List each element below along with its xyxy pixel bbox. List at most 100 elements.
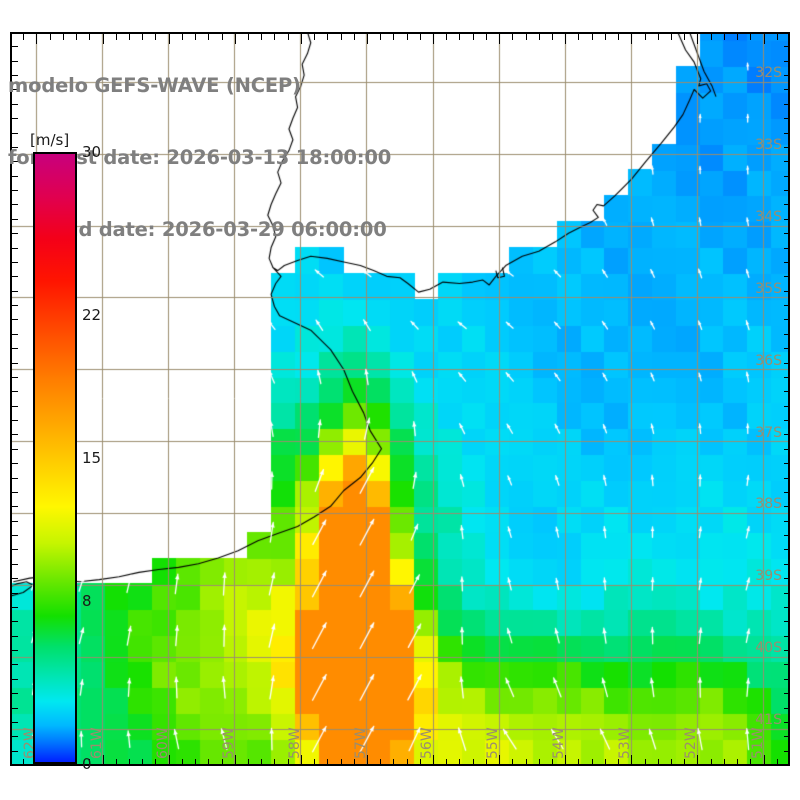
axis-tick [12,333,18,335]
axis-tick [12,319,18,321]
latitude-label: 33S [755,137,782,154]
axis-tick [565,755,567,765]
axis-tick [784,606,790,608]
axis-tick [12,362,18,364]
axis-tick [472,34,474,40]
axis-tick [784,362,790,364]
axis-tick [784,46,790,48]
axis-tick [12,650,18,652]
axis-tick [784,477,790,479]
axis-tick [525,34,527,40]
axis-tick [591,34,593,40]
axis-tick [525,759,527,765]
axis-tick [142,759,144,765]
axis-tick [710,759,712,765]
axis-tick [12,506,18,508]
axis-tick [406,34,408,40]
longitude-label: 61W [88,727,105,759]
colorbar-tick-label: 8 [82,591,92,610]
axis-tick [446,34,448,40]
axis-tick [380,759,382,765]
axis-tick [697,755,699,765]
axis-tick [12,190,18,192]
colorbar-tick-label: 22 [82,306,102,325]
axis-tick [12,60,18,62]
axis-tick [12,463,18,465]
axis-tick [274,34,276,40]
axis-tick [12,75,18,77]
axis-ticks-right [784,32,799,766]
axis-tick [737,34,739,40]
axis-tick [12,664,18,666]
axis-tick [618,759,620,765]
axis-tick [784,218,790,220]
axis-tick [353,34,355,40]
axis-tick [261,759,263,765]
axis-tick [393,34,395,40]
axis-tick [12,578,18,580]
axis-tick [671,34,673,40]
axis-tick [671,759,673,765]
axis-tick [12,348,18,350]
axis-tick [287,34,289,40]
axis-tick [784,290,790,292]
axis-tick [12,765,18,766]
axis-tick [784,463,790,465]
axis-tick [327,34,329,40]
axis-tick [538,759,540,765]
axis-tick [12,491,18,493]
longitude-label: 55W [485,727,502,759]
axis-tick [89,759,91,765]
axis-tick [12,678,18,680]
axis-tick [12,118,18,120]
axis-tick [433,755,435,765]
axis-tick [784,75,790,77]
axis-tick [784,405,790,407]
axis-tick [784,175,790,177]
axis-tick [499,755,501,765]
axis-tick [12,563,18,565]
map-plot-area [10,32,790,765]
axis-tick [155,759,157,765]
axis-tick [446,759,448,765]
axis-tick [784,132,790,134]
colorbar-tick-label: 30 [82,143,102,161]
axis-tick [327,759,329,765]
axis-tick [12,736,18,738]
axis-tick [366,34,368,44]
frame-right-border [788,32,790,766]
axis-tick [776,759,778,765]
axis-tick [314,759,316,765]
axis-tick [380,34,382,40]
axis-tick [128,34,130,40]
axis-tick [784,621,790,623]
axis-tick [784,305,790,307]
axis-tick [221,759,223,765]
axis-tick [12,146,18,148]
axis-tick [419,759,421,765]
axis-tick [644,34,646,40]
axis-tick [102,34,104,44]
axis-tick [784,376,790,378]
axis-tick [12,549,18,551]
axis-tick [784,693,790,695]
axis-tick [784,635,790,637]
axis-tick [784,391,790,393]
axis-tick [300,34,302,44]
axis-tick [89,34,91,40]
axis-tick [12,103,18,105]
axis-tick [12,477,18,479]
axis-tick [697,34,699,44]
axis-tick [115,34,117,40]
axis-tick [604,759,606,765]
axis-tick [12,376,18,378]
axis-tick [459,34,461,40]
axis-tick [181,34,183,40]
axis-tick [784,319,790,321]
axis-tick [578,34,580,40]
axis-tick [10,34,11,40]
axis-tick [234,755,236,765]
axis-tick [750,759,752,765]
frame-left-border [10,32,12,766]
